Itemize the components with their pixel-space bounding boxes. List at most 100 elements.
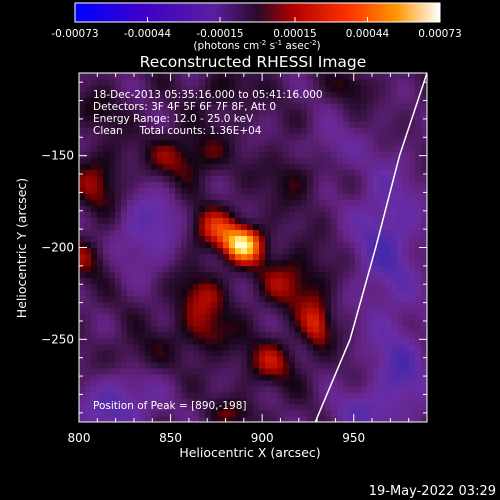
- heatmap-cell: [253, 313, 260, 321]
- heatmap-cell: [187, 319, 194, 327]
- heatmap-cell: [187, 199, 194, 206]
- heatmap-cell: [97, 175, 104, 182]
- heatmap-cell: [193, 241, 200, 249]
- heatmap-cell: [91, 313, 98, 321]
- heatmap-cell: [403, 391, 410, 399]
- heatmap-cell: [313, 163, 320, 170]
- heatmap-cell: [139, 355, 146, 363]
- heatmap-cell: [301, 385, 308, 393]
- heatmap-cell: [283, 379, 290, 387]
- heatmap-cell: [241, 151, 248, 158]
- heatmap-cell: [367, 313, 374, 321]
- heatmap-cell: [241, 379, 248, 387]
- heatmap-cell: [187, 253, 194, 261]
- heatmap-cell: [295, 283, 302, 291]
- heatmap-cell: [121, 85, 128, 92]
- heatmap-cell: [259, 367, 266, 375]
- heatmap-cell: [211, 349, 218, 357]
- heatmap-cell: [115, 301, 122, 309]
- heatmap-cell: [283, 79, 290, 86]
- heatmap-cell: [283, 133, 290, 140]
- heatmap-cell: [235, 415, 242, 422]
- heatmap-cell: [139, 217, 146, 225]
- heatmap-cell: [241, 199, 248, 206]
- x-tick-label: 850: [159, 431, 182, 445]
- heatmap-cell: [205, 391, 212, 399]
- heatmap-cell: [253, 259, 260, 267]
- heatmap-cell: [379, 403, 386, 411]
- heatmap-cell: [277, 181, 284, 188]
- heatmap-cell: [229, 301, 236, 309]
- heatmap-cell: [403, 409, 410, 417]
- heatmap-cell: [277, 109, 284, 116]
- heatmap-cell: [241, 319, 248, 327]
- heatmap-cell: [313, 151, 320, 158]
- heatmap-cell: [151, 391, 158, 399]
- heatmap-cell: [193, 355, 200, 363]
- heatmap-cell: [343, 289, 350, 297]
- heatmap-cell: [145, 355, 152, 363]
- heatmap-cell: [223, 97, 230, 104]
- heatmap-cell: [121, 103, 128, 110]
- heatmap-cell: [253, 397, 260, 405]
- heatmap-cell: [163, 127, 170, 134]
- heatmap-cell: [319, 73, 326, 80]
- heatmap-cell: [367, 307, 374, 315]
- heatmap-cell: [103, 229, 110, 237]
- heatmap-cell: [175, 349, 182, 357]
- heatmap-cell: [301, 85, 308, 92]
- heatmap-cell: [139, 79, 146, 86]
- heatmap-cell: [313, 319, 320, 327]
- heatmap-cell: [79, 139, 86, 146]
- heatmap-cell: [367, 391, 374, 399]
- heatmap-cell: [421, 307, 427, 315]
- heatmap-cell: [241, 385, 248, 393]
- heatmap-cell: [121, 403, 128, 411]
- heatmap-cell: [301, 337, 308, 345]
- heatmap-cell: [277, 259, 284, 267]
- heatmap-cell: [169, 181, 176, 188]
- heatmap-cell: [355, 247, 362, 255]
- heatmap-cell: [343, 199, 350, 206]
- heatmap-cell: [421, 157, 427, 164]
- heatmap-cell: [403, 193, 410, 200]
- heatmap-cell: [103, 295, 110, 303]
- heatmap-cell: [271, 229, 278, 237]
- heatmap-cell: [163, 235, 170, 243]
- heatmap-cell: [127, 385, 134, 393]
- heatmap-cell: [259, 301, 266, 309]
- heatmap-cell: [421, 355, 427, 363]
- heatmap-cell: [97, 259, 104, 267]
- heatmap-cell: [187, 283, 194, 291]
- heatmap-cell: [199, 361, 206, 369]
- heatmap-cell: [259, 97, 266, 104]
- heatmap-cell: [193, 133, 200, 140]
- heatmap-cell: [415, 145, 422, 152]
- heatmap-cell: [79, 379, 86, 387]
- heatmap-cell: [121, 283, 128, 291]
- heatmap-cell: [277, 331, 284, 339]
- heatmap-cell: [409, 133, 416, 140]
- heatmap-cell: [109, 301, 116, 309]
- heatmap-cell: [325, 97, 332, 104]
- heatmap-cell: [187, 307, 194, 315]
- heatmap-cell: [349, 373, 356, 381]
- heatmap-cell: [319, 121, 326, 128]
- heatmap-cell: [133, 229, 140, 237]
- heatmap-cell: [79, 343, 86, 351]
- heatmap-cell: [259, 151, 266, 158]
- heatmap-cell: [307, 193, 314, 200]
- heatmap-cell: [283, 109, 290, 116]
- heatmap-cell: [235, 397, 242, 405]
- heatmap-cell: [85, 343, 92, 351]
- heatmap-cell: [157, 349, 164, 357]
- heatmap-cell: [349, 259, 356, 267]
- heatmap-cell: [145, 151, 152, 158]
- heatmap-cell: [319, 115, 326, 122]
- heatmap-cell: [331, 343, 338, 351]
- heatmap-cell: [145, 415, 152, 422]
- heatmap-cell: [277, 223, 284, 231]
- heatmap-cell: [331, 379, 338, 387]
- heatmap-cell: [373, 163, 380, 170]
- heatmap-cell: [85, 79, 92, 86]
